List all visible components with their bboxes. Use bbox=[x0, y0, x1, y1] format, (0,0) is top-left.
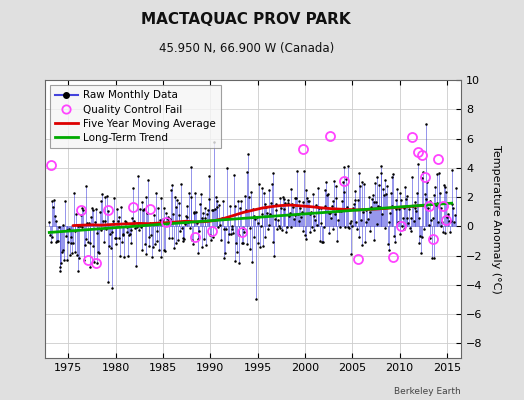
Legend: Raw Monthly Data, Quality Control Fail, Five Year Moving Average, Long-Term Tren: Raw Monthly Data, Quality Control Fail, … bbox=[50, 85, 221, 148]
Text: 45.950 N, 66.900 W (Canada): 45.950 N, 66.900 W (Canada) bbox=[159, 42, 334, 55]
Y-axis label: Temperature Anomaly (°C): Temperature Anomaly (°C) bbox=[491, 145, 501, 293]
Text: MACTAQUAC PROV PARK: MACTAQUAC PROV PARK bbox=[141, 12, 351, 27]
Text: Berkeley Earth: Berkeley Earth bbox=[395, 387, 461, 396]
